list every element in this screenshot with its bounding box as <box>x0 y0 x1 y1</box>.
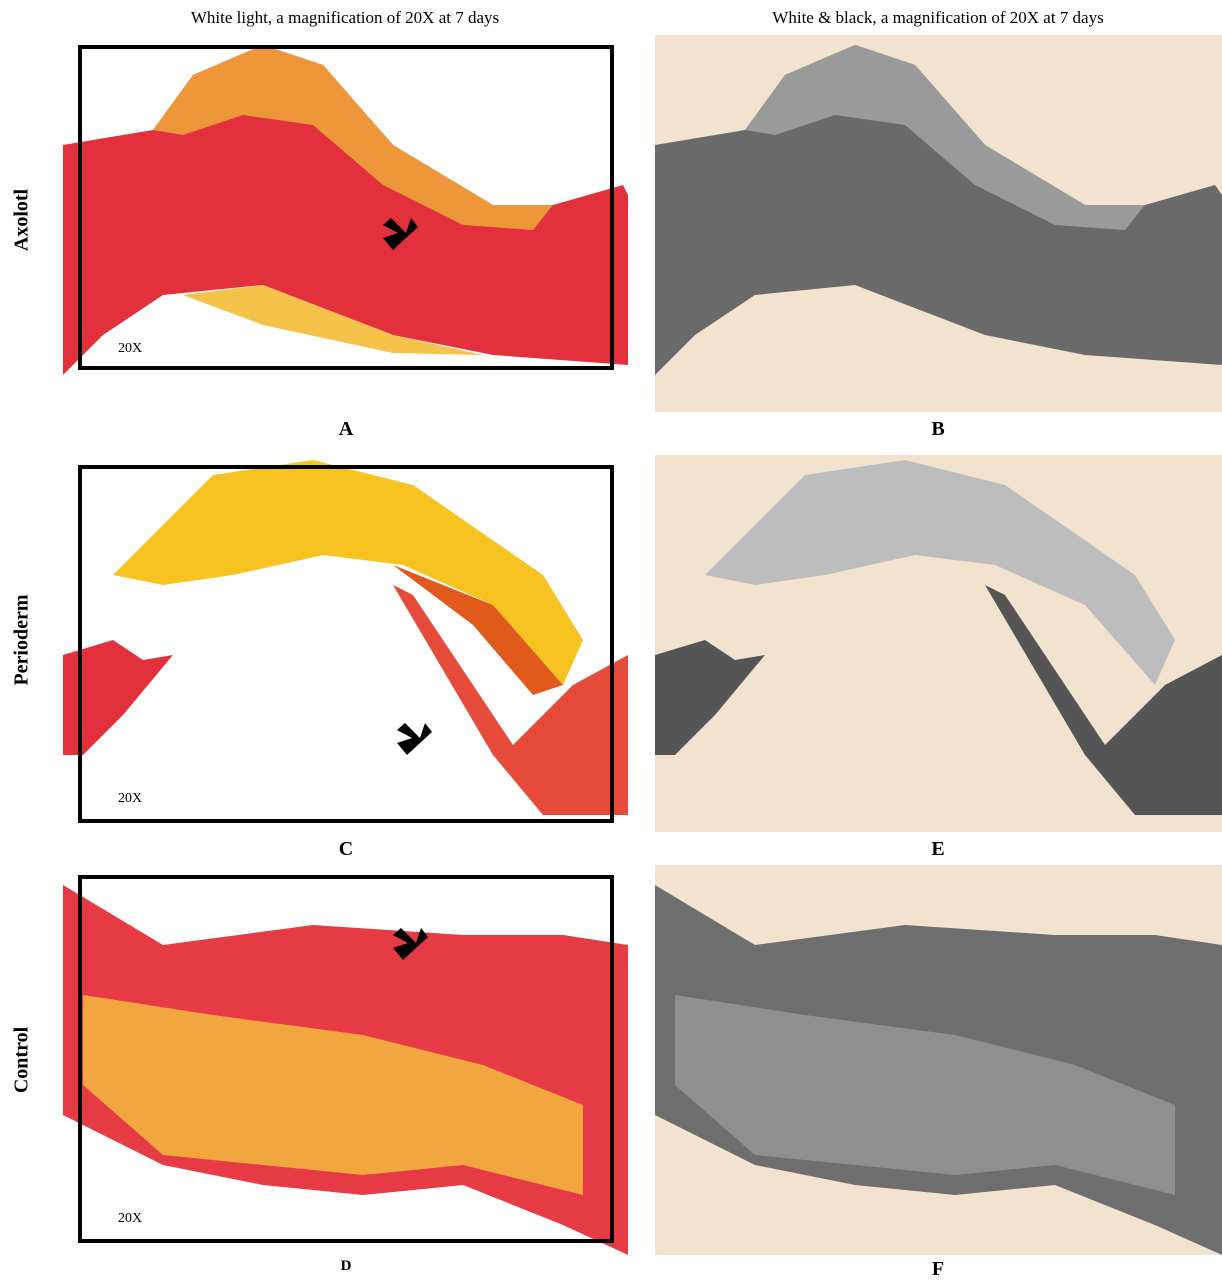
magnification-label: 20X <box>118 791 142 806</box>
panel-letter: D <box>326 1258 366 1275</box>
figure: White light, a magnification of 20X at 7… <box>0 0 1222 1284</box>
magnification-label: 20X <box>118 341 142 356</box>
magnification-label: 20X <box>118 1211 142 1226</box>
column-header: White & black, a magnification of 20X at… <box>658 8 1218 28</box>
micrograph <box>655 455 1222 832</box>
row-label: Perioderm <box>11 594 34 685</box>
micrograph <box>655 35 1222 412</box>
panel-letter: A <box>326 418 366 441</box>
panel-letter: F <box>918 1258 958 1281</box>
micrograph <box>655 865 1222 1255</box>
panel-letter: C <box>326 838 366 861</box>
row-label: Control <box>11 1027 34 1093</box>
micrograph: 20X <box>63 865 628 1255</box>
micrograph: 20X <box>63 455 628 832</box>
micrograph: 20X <box>63 35 628 412</box>
column-header: White light, a magnification of 20X at 7… <box>65 8 625 28</box>
panel-letter: B <box>918 418 958 441</box>
panel-letter: E <box>918 838 958 861</box>
row-label: Axolotl <box>11 189 34 251</box>
